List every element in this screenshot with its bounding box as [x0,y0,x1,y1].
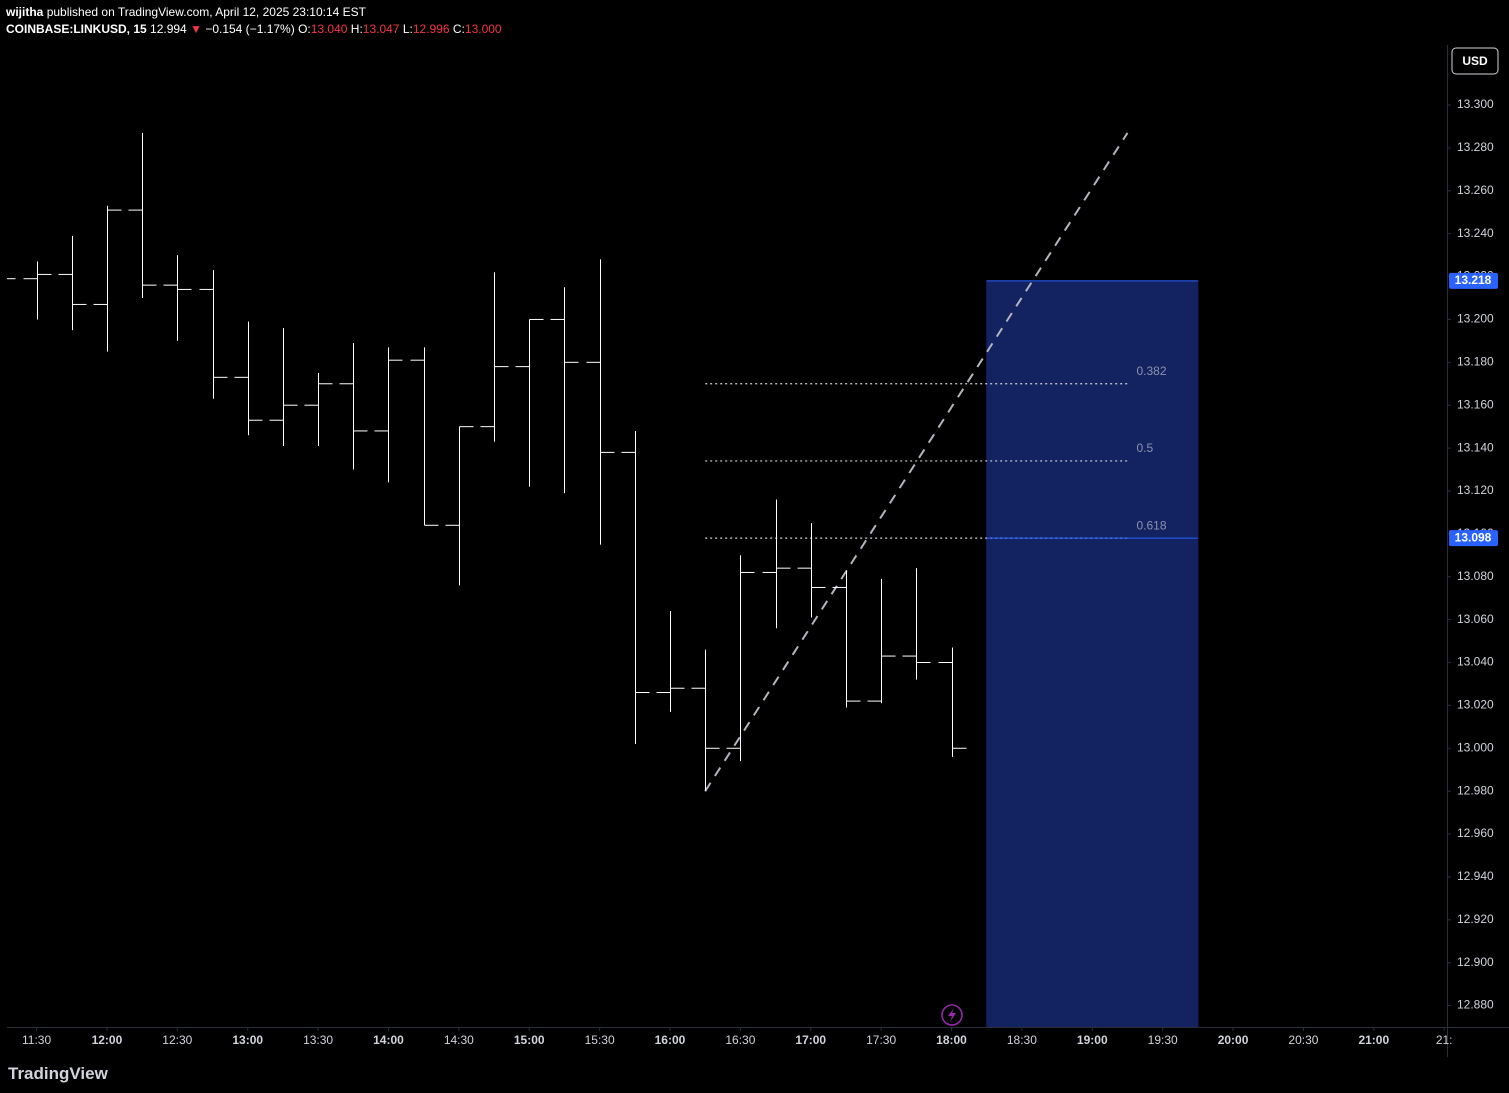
x-tick-label: 11:30 [22,1033,51,1047]
y-tick-label: 13.040 [1457,655,1494,669]
event-icon-bolt [948,1008,956,1022]
trend-line [704,132,1129,792]
symbol-line: COINBASE:LINKUSD, 15 12.994 ▼ −0.154 (−1… [6,21,502,38]
price-marker-label: 13.098 [1455,530,1492,544]
x-tick-label: 17:30 [866,1033,896,1047]
y-tick-label: 13.080 [1457,569,1494,583]
price-marker-label: 13.218 [1455,273,1492,287]
published: published on TradingView.com, April 12, … [46,5,367,19]
currency-label[interactable]: USD [1462,54,1488,68]
h-label: H: [350,22,363,36]
fib-label: 0.382 [1136,364,1166,378]
x-tick-label: 13:30 [303,1033,333,1047]
publish-line: wijitha published on TradingView.com, Ap… [6,4,502,21]
y-tick-label: 13.280 [1457,140,1494,154]
y-tick-label: 13.160 [1457,397,1494,411]
x-tick-label: 19:00 [1077,1033,1108,1047]
x-tick-label: 16:30 [725,1033,755,1047]
price-marker [1449,530,1498,547]
change: −0.154 (−1.17%) [205,22,295,36]
x-tick-label: 14:30 [444,1033,474,1047]
plot: 0.382 0.5 0.618 [7,132,1199,1027]
x-tick-label: 18:30 [1007,1033,1037,1047]
l-label: L: [402,22,413,36]
x-tick-label: 17:00 [795,1033,826,1047]
x-tick-label: 19:30 [1148,1033,1178,1047]
y-tick-label: 13.000 [1457,740,1494,754]
l: 12.996 [412,22,450,36]
brand: TradingView [8,1064,108,1083]
c: 13.000 [464,22,502,36]
y-tick-label: 13.120 [1457,483,1494,497]
y-tick-label: 13.260 [1457,183,1494,197]
header: wijitha published on TradingView.com, Ap… [6,4,502,38]
y-tick-label: 13.020 [1457,698,1494,712]
o: 13.040 [310,22,348,36]
fib-label: 0.5 [1136,441,1153,455]
footer-brand: TradingView [8,1064,108,1084]
y-tick-label: 13.240 [1457,226,1494,240]
y-tick-label: 12.980 [1457,783,1494,797]
position-box [986,280,1199,1027]
y-tick-label: 12.880 [1457,998,1494,1012]
event-icon[interactable] [941,1004,963,1026]
fib-label: 0.618 [1136,518,1166,532]
x-tick-label: 16:00 [655,1033,686,1047]
y-tick-label: 13.200 [1457,312,1494,326]
x-tick-label: 12:30 [162,1033,192,1047]
plot-area [7,45,1447,1027]
x-tick-label: 15:30 [585,1033,615,1047]
x-tick-label: 12:00 [92,1033,123,1047]
symbol: COINBASE:LINKUSD, 15 [6,22,147,36]
x-tick-label: 15:00 [514,1033,545,1047]
x-tick-label: 13:00 [232,1033,263,1047]
y-tick-label: 12.960 [1457,826,1494,840]
y-tick-label: 13.140 [1457,440,1494,454]
y-tick-label: 12.940 [1457,869,1494,883]
c-label: C: [452,22,465,36]
x-tick-label: 20:00 [1218,1033,1249,1047]
currency-button[interactable] [1451,47,1499,75]
y-tick-label: 13.300 [1457,97,1494,111]
h: 13.047 [362,22,400,36]
y-tick-label: 13.180 [1457,354,1494,368]
x-tick-label: 14:00 [373,1033,404,1047]
y-tick-label: 12.920 [1457,912,1494,926]
arrow: ▼ [190,22,202,36]
author: wijitha [6,5,44,19]
x-tick-label: 18:00 [936,1033,967,1047]
price-marker [1449,272,1498,289]
x-tick-label: 21:00 [1358,1033,1389,1047]
y-tick-label: 13.060 [1457,612,1494,626]
y-tick-label: 12.900 [1457,955,1494,969]
o-label: O: [298,22,311,36]
x-tick-label: 20:30 [1288,1033,1318,1047]
x-tick-label: 21: [1436,1033,1453,1047]
last: 12.994 [150,22,187,36]
